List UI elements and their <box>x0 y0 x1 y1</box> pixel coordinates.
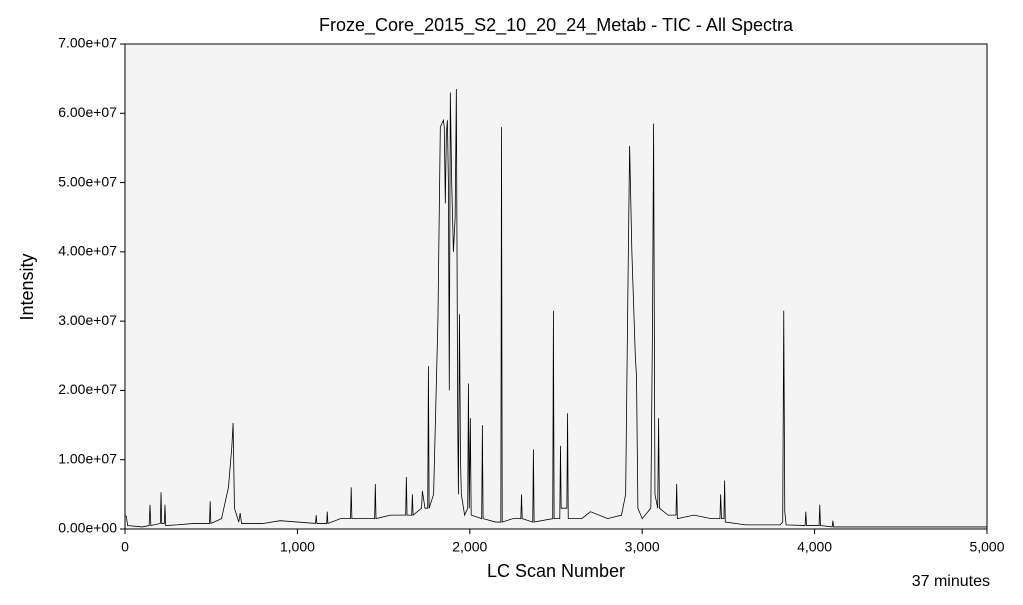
x-tick-label: 2,000 <box>452 539 487 555</box>
y-tick-label: 7.00e+07 <box>58 35 117 51</box>
x-axis-label: LC Scan Number <box>487 561 625 581</box>
y-tick-label: 4.00e+07 <box>58 243 117 259</box>
x-tick-label: 3,000 <box>625 539 660 555</box>
y-tick-label: 1.00e+07 <box>58 450 117 466</box>
y-axis-label: Intensity <box>17 253 37 320</box>
x-tick-label: 5,000 <box>969 539 1004 555</box>
tic-trace <box>124 89 987 528</box>
y-tick-label: 6.00e+07 <box>58 104 117 120</box>
x-tick-label: 1,000 <box>280 539 315 555</box>
x-tick-label: 0 <box>121 539 129 555</box>
y-tick-label: 2.00e+07 <box>58 381 117 397</box>
y-tick-label: 0.00e+00 <box>58 520 117 536</box>
chart-title: Froze_Core_2015_S2_10_20_24_Metab - TIC … <box>319 15 794 36</box>
plot-area <box>125 44 987 529</box>
duration-annotation: 37 minutes <box>912 573 990 590</box>
x-tick-label: 4,000 <box>797 539 832 555</box>
y-tick-label: 5.00e+07 <box>58 173 117 189</box>
y-tick-label: 3.00e+07 <box>58 312 117 328</box>
plot-frame <box>124 43 988 530</box>
